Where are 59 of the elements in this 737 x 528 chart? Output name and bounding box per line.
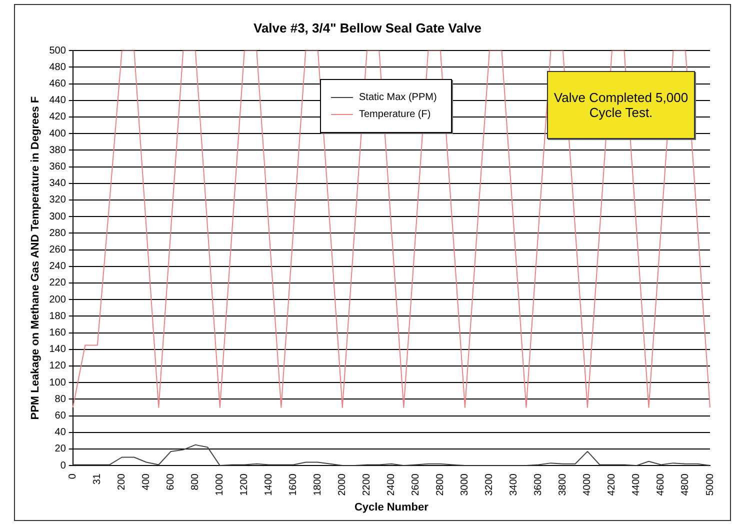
y-tick-label: 180 (49, 310, 66, 322)
x-tick-label: 0 (68, 473, 79, 480)
y-tick-label: 500 (49, 45, 66, 56)
x-tick-label: 3200 (484, 473, 496, 496)
x-tick-label: 1400 (264, 473, 275, 496)
y-tick-label: 360 (49, 162, 66, 173)
y-tick-label: 440 (49, 95, 66, 106)
y-tick-label: 0 (60, 460, 66, 472)
y-tick-label: 480 (49, 62, 66, 73)
x-tick-label: 4400 (631, 473, 642, 496)
x-tick-label: 1600 (288, 473, 300, 496)
chart-title: Valve #3, 3/4" Bellow Seal Gate Valve (253, 20, 482, 36)
y-tick-label: 380 (49, 144, 66, 156)
x-tick-label: 1000 (214, 473, 226, 496)
y-tick-label: 260 (49, 244, 66, 256)
x-tick-label: 3600 (533, 473, 544, 496)
x-tick-label: 600 (166, 473, 177, 490)
y-tick-label: 20 (54, 444, 66, 455)
x-tick-label: 1200 (239, 473, 250, 496)
y-tick-label: 240 (49, 261, 66, 272)
x-tick-label: 4600 (656, 473, 667, 496)
y-tick-label: 300 (49, 211, 66, 222)
annotation: Valve Completed 5,000 Cycle Test. (552, 90, 690, 120)
y-tick-label: 60 (54, 410, 66, 422)
x-tick-label: 3400 (508, 473, 520, 496)
y-tick-label: 160 (49, 328, 66, 339)
y-tick-label: 400 (49, 128, 66, 140)
y-tick-label: 280 (49, 228, 66, 239)
y-tick-label: 320 (49, 194, 66, 206)
x-tick-label: 200 (116, 473, 128, 490)
x-tick-label: 1800 (312, 473, 324, 496)
x-tick-label: 2200 (362, 473, 373, 496)
y-tick-label: 200 (49, 294, 66, 306)
x-tick-label: 4000 (582, 473, 594, 496)
x-tick-label: 4800 (680, 473, 692, 496)
legend-label: Temperature (F) (359, 109, 431, 120)
y-tick-label: 220 (49, 278, 66, 289)
y-tick-label: 120 (49, 360, 66, 372)
x-tick-label: 31 (92, 473, 104, 485)
x-tick-label: 2400 (386, 473, 398, 496)
y-tick-label: 40 (54, 427, 66, 438)
x-tick-label: 2600 (410, 473, 422, 496)
x-tick-label: 800 (190, 473, 202, 490)
y-tick-label: 80 (54, 394, 66, 405)
legend-label: Static Max (PPM) (359, 92, 437, 103)
x-tick-label: 4200 (606, 473, 618, 496)
y-tick-label: 100 (49, 377, 66, 388)
x-axis-title: Cycle Number (354, 501, 430, 514)
x-tick-label: 3800 (558, 473, 569, 496)
x-tick-label: 2800 (435, 473, 446, 496)
y-tick-label: 460 (49, 78, 66, 90)
y-axis-title: PPM Leakage on Methane Gas AND Temperature in Degrees F (30, 96, 42, 420)
x-tick-label: 400 (141, 473, 152, 490)
x-tick-label: 3000 (460, 473, 471, 496)
y-tick-label: 140 (49, 344, 66, 356)
y-tick-label: 420 (49, 112, 66, 123)
y-tick-label: 340 (49, 178, 66, 190)
x-tick-label: 2000 (337, 473, 348, 496)
x-tick-label: 5000 (704, 473, 716, 496)
